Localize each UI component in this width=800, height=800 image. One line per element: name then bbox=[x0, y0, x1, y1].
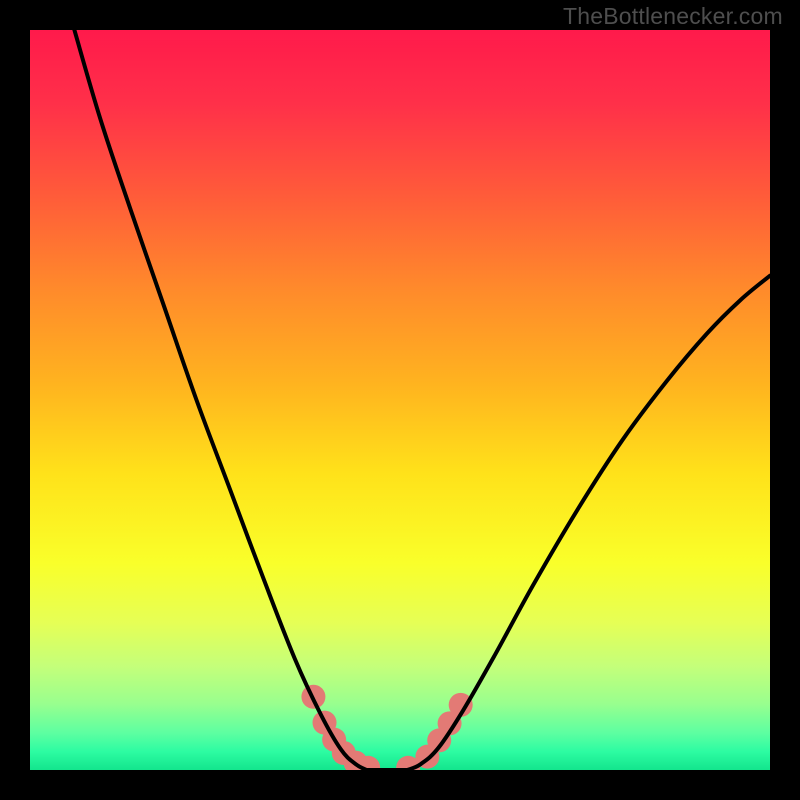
curve-layer bbox=[30, 30, 770, 770]
curve-left bbox=[74, 30, 366, 770]
stage: TheBottlenecker.com bbox=[0, 0, 800, 800]
watermark-text: TheBottlenecker.com bbox=[563, 3, 783, 30]
plot-area bbox=[30, 30, 770, 770]
